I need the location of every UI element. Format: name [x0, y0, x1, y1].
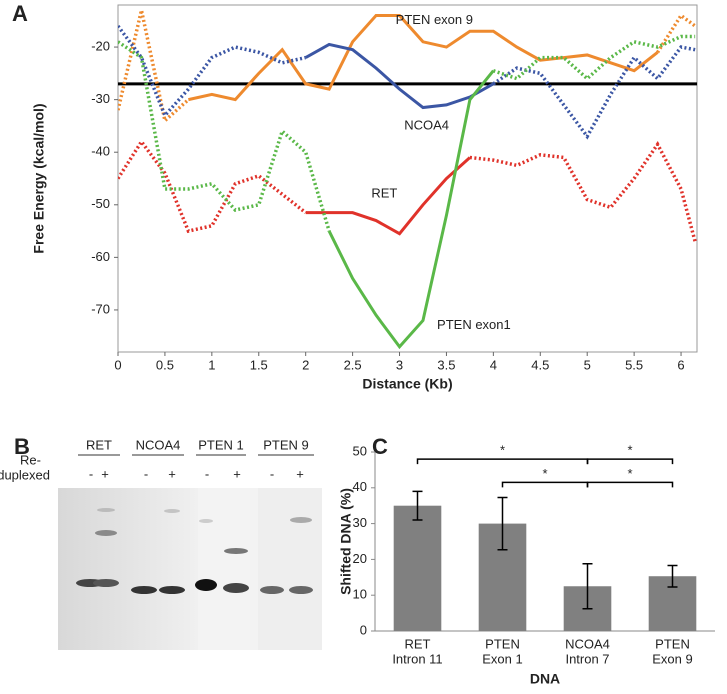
- significance-label: *: [627, 443, 632, 458]
- error-bar: [667, 564, 678, 588]
- significance-label: *: [542, 466, 547, 481]
- y-tick-label: 20: [353, 551, 367, 566]
- series-label: NCOA4: [404, 117, 449, 132]
- x-axis-label: Distance (Kb): [362, 376, 452, 392]
- x-tick-label: 0: [114, 357, 121, 372]
- x-tick-label: RET: [405, 636, 431, 651]
- line-dotted: [118, 40, 331, 232]
- series-label: PTEN exon 9: [396, 12, 473, 27]
- line-dotted: [469, 140, 697, 243]
- lane-sign: +: [101, 466, 109, 481]
- y-tick-label: 30: [353, 515, 367, 530]
- x-tick-label: Exon 9: [652, 651, 692, 666]
- significance-label: *: [627, 466, 632, 481]
- x-tick-label: 2: [302, 357, 309, 372]
- y-tick-label: 50: [353, 443, 367, 458]
- x-tick-label: 5.5: [625, 357, 643, 372]
- x-tick-label: 1: [208, 357, 215, 372]
- significance-label: *: [500, 443, 505, 458]
- x-tick-label: 4.5: [531, 357, 549, 372]
- panel-label: B: [14, 434, 30, 459]
- lane-sign: +: [168, 466, 176, 481]
- y-tick-label: -40: [91, 144, 110, 159]
- y-tick-label: -50: [91, 196, 110, 211]
- lane-sign: -: [270, 466, 274, 481]
- y-tick-label: -20: [91, 38, 110, 53]
- row-label: duplexed: [0, 467, 50, 482]
- bar: [393, 505, 442, 631]
- plot-frame: [117, 4, 698, 353]
- gel-image: [58, 488, 322, 650]
- significance-bracket: [416, 458, 589, 465]
- lane-label: PTEN 1: [198, 437, 244, 452]
- x-tick-label: 4: [490, 357, 497, 372]
- line-dotted: [656, 12, 697, 54]
- y-tick-label: 40: [353, 479, 367, 494]
- error-bar: [582, 562, 593, 610]
- x-tick-label: PTEN: [655, 636, 690, 651]
- x-tick-label: Exon 1: [482, 651, 522, 666]
- x-tick-label: Intron 7: [565, 651, 609, 666]
- x-tick-label: PTEN: [485, 636, 520, 651]
- lane-label: NCOA4: [136, 437, 181, 452]
- line-dotted: [118, 24, 307, 119]
- row-label: Re-: [20, 452, 41, 467]
- line-solid: [188, 14, 659, 102]
- x-tick-label: 3: [396, 357, 403, 372]
- y-tick-label: -70: [91, 301, 110, 316]
- y-axis-label: Shifted DNA (%): [338, 488, 354, 595]
- significance-bracket: [586, 481, 674, 488]
- line-dotted: [492, 45, 696, 140]
- lane-label: PTEN 9: [263, 437, 309, 452]
- x-tick-label: 6: [677, 357, 684, 372]
- y-tick-label: 10: [353, 587, 367, 602]
- line-dotted: [118, 9, 190, 124]
- x-tick-label: NCOA4: [565, 636, 610, 651]
- lane-sign: -: [144, 466, 148, 481]
- x-tick-label: 5: [584, 357, 591, 372]
- lane-sign: -: [205, 466, 209, 481]
- lane-label: RET: [86, 437, 112, 452]
- x-tick-label: 2.5: [344, 357, 362, 372]
- lane-sign: -: [89, 466, 93, 481]
- y-tick-label: -30: [91, 91, 110, 106]
- y-axis-label: Free Energy (kcal/mol): [31, 103, 47, 253]
- panel-label: A: [12, 1, 28, 26]
- series-label: PTEN exon1: [437, 317, 511, 332]
- lane-sign: +: [296, 466, 304, 481]
- significance-bracket: [586, 458, 674, 465]
- line-solid: [327, 69, 495, 350]
- error-bar: [412, 490, 423, 521]
- x-axis-label: DNA: [530, 671, 560, 687]
- line-solid: [304, 42, 495, 110]
- lane-sign: +: [233, 466, 241, 481]
- x-tick-label: 0.5: [156, 357, 174, 372]
- y-tick-label: -60: [91, 249, 110, 264]
- significance-bracket: [501, 481, 589, 488]
- x-tick-label: 3.5: [437, 357, 455, 372]
- line-dotted: [118, 138, 307, 234]
- x-tick-label: Intron 11: [392, 651, 442, 666]
- y-tick-label: 0: [360, 622, 367, 637]
- error-bar: [497, 496, 508, 551]
- x-tick-label: 1.5: [250, 357, 268, 372]
- plot-area: [118, 9, 697, 350]
- series-label: RET: [371, 186, 397, 201]
- line-solid: [305, 156, 471, 236]
- line-dotted: [492, 34, 696, 81]
- panel-label: C: [372, 434, 388, 459]
